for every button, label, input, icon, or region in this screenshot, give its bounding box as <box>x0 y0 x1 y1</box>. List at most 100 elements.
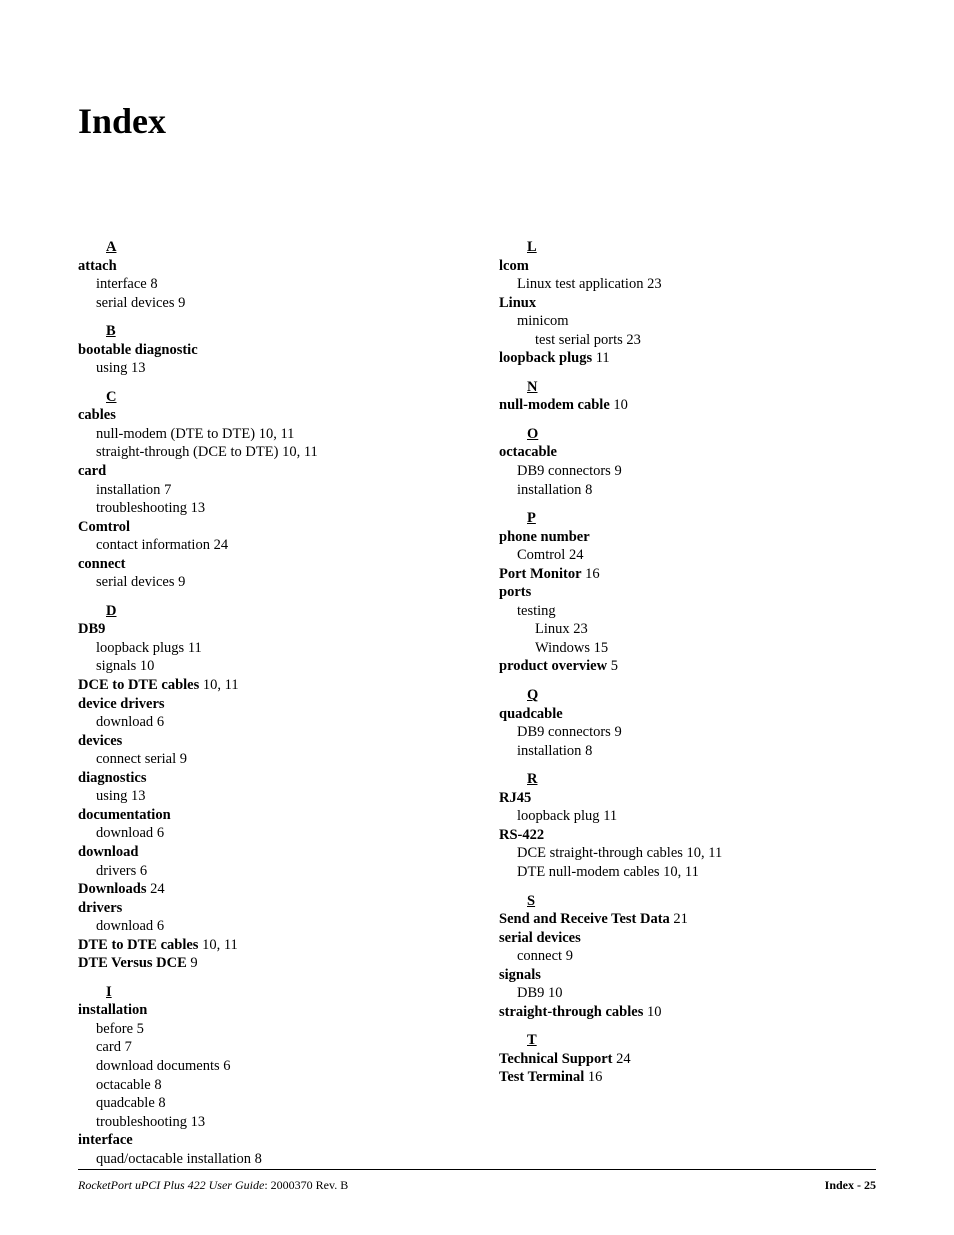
index-page-ref: 24 <box>612 1051 630 1067</box>
index-page-ref: 16 <box>582 566 600 582</box>
index-page-ref: 9 <box>187 955 198 971</box>
index-page-ref: 10 <box>136 658 154 674</box>
index-term-label: Port Monitor <box>499 566 582 582</box>
index-term: download <box>78 843 455 862</box>
index-subentry-label: serial devices <box>96 574 175 590</box>
index-page-ref: 6 <box>153 714 164 730</box>
index-subentry: test serial ports 23 <box>535 331 876 350</box>
footer-left: RocketPort uPCI Plus 422 User Guide: 200… <box>78 1178 348 1193</box>
index-page-ref: 11 <box>184 640 202 656</box>
index-letter: S <box>527 892 876 911</box>
index-letter: R <box>527 770 876 789</box>
index-subentry: card 7 <box>96 1038 455 1057</box>
index-subentry: Windows 15 <box>535 639 876 658</box>
index-term: attach <box>78 257 455 276</box>
index-subentry: straight-through (DCE to DTE) 10, 11 <box>96 443 455 462</box>
index-term: product overview 5 <box>499 657 876 676</box>
index-subentry-label: installation <box>517 743 581 759</box>
index-page-ref: 8 <box>581 743 592 759</box>
index-term: Linux <box>499 294 876 313</box>
index-page-ref: 8 <box>581 482 592 498</box>
index-term: DCE to DTE cables 10, 11 <box>78 676 455 695</box>
index-term: quadcable <box>499 705 876 724</box>
index-subentry-label: download <box>96 918 153 934</box>
index-page-ref: 10, 11 <box>683 845 722 861</box>
index-term: signals <box>499 966 876 985</box>
index-page-ref: 23 <box>643 276 661 292</box>
index-term-label: DTE Versus DCE <box>78 955 187 971</box>
index-columns: Aattachinterface 8serial devices 9Bboota… <box>78 238 876 1168</box>
index-subentry-label: DB9 <box>517 985 544 1001</box>
index-term: diagnostics <box>78 769 455 788</box>
page: Index Aattachinterface 8serial devices 9… <box>0 0 954 1235</box>
index-term-label: Test Terminal <box>499 1069 584 1085</box>
index-page-ref: 6 <box>153 825 164 841</box>
index-page-ref: 24 <box>147 881 165 897</box>
index-subentry: before 5 <box>96 1020 455 1039</box>
index-column-left: Aattachinterface 8serial devices 9Bboota… <box>78 238 455 1168</box>
index-subentry-label: serial devices <box>96 295 175 311</box>
index-subentry-label: DB9 connectors <box>517 724 611 740</box>
index-letter: A <box>106 238 455 257</box>
index-subentry: download 6 <box>96 824 455 843</box>
index-subentry-label: Comtrol <box>517 547 565 563</box>
index-subentry: Linux test application 23 <box>517 275 876 294</box>
index-letter: Q <box>527 686 876 705</box>
index-page-ref: 5 <box>133 1021 144 1037</box>
index-subentry-label: Windows <box>535 640 590 656</box>
index-term: documentation <box>78 806 455 825</box>
index-page-ref: 9 <box>611 463 622 479</box>
index-page-ref: 9 <box>176 751 187 767</box>
index-subentry: DB9 connectors 9 <box>517 723 876 742</box>
index-subentry: serial devices 9 <box>96 294 455 313</box>
index-page-ref: 8 <box>147 276 158 292</box>
index-term: bootable diagnostic <box>78 341 455 360</box>
index-letter: L <box>527 238 876 257</box>
index-subentry: serial devices 9 <box>96 573 455 592</box>
index-page-ref: 10, 11 <box>198 937 237 953</box>
index-page-ref: 13 <box>127 360 145 376</box>
footer-docnum: : 2000370 Rev. B <box>264 1178 348 1192</box>
index-page-ref: 16 <box>584 1069 602 1085</box>
index-subentry-label: quadcable <box>96 1095 155 1111</box>
index-subentry: installation 7 <box>96 481 455 500</box>
index-subentry-label: straight-through (DCE to DTE) <box>96 444 278 460</box>
index-term: ports <box>499 583 876 602</box>
index-term: Downloads 24 <box>78 880 455 899</box>
index-subentry: loopback plug 11 <box>517 807 876 826</box>
index-page-ref: 10 <box>544 985 562 1001</box>
index-subentry-label: using <box>96 788 127 804</box>
index-page-ref: 15 <box>590 640 608 656</box>
index-term-label: DCE to DTE cables <box>78 677 199 693</box>
index-page-ref: 10, 11 <box>660 864 699 880</box>
index-term: RS-422 <box>499 826 876 845</box>
index-page-ref: 13 <box>187 1114 205 1130</box>
index-page-ref: 24 <box>565 547 583 563</box>
index-subentry: download 6 <box>96 917 455 936</box>
index-subentry-label: signals <box>96 658 136 674</box>
index-page-ref: 6 <box>220 1058 231 1074</box>
index-subentry: connect serial 9 <box>96 750 455 769</box>
index-subentry-label: using <box>96 360 127 376</box>
index-subentry: Linux 23 <box>535 620 876 639</box>
index-page-ref: 13 <box>127 788 145 804</box>
index-subentry: quad/octacable installation 8 <box>96 1150 455 1169</box>
index-term-label: product overview <box>499 658 607 674</box>
index-subentry-label: interface <box>96 276 147 292</box>
index-subentry-label: connect serial <box>96 751 176 767</box>
index-term: DTE Versus DCE 9 <box>78 954 455 973</box>
index-subentry: using 13 <box>96 787 455 806</box>
index-page-ref: 21 <box>670 911 688 927</box>
index-term: interface <box>78 1131 455 1150</box>
index-term: DB9 <box>78 620 455 639</box>
footer-page-number: Index - 25 <box>825 1178 876 1193</box>
index-letter: O <box>527 425 876 444</box>
index-letter: N <box>527 378 876 397</box>
index-subentry: drivers 6 <box>96 862 455 881</box>
index-page-ref: 23 <box>623 332 641 348</box>
index-subentry-label: download <box>96 825 153 841</box>
index-subentry-label: loopback plugs <box>96 640 184 656</box>
index-letter: T <box>527 1031 876 1050</box>
index-page-ref: 9 <box>175 295 186 311</box>
index-page-ref: 6 <box>136 863 147 879</box>
